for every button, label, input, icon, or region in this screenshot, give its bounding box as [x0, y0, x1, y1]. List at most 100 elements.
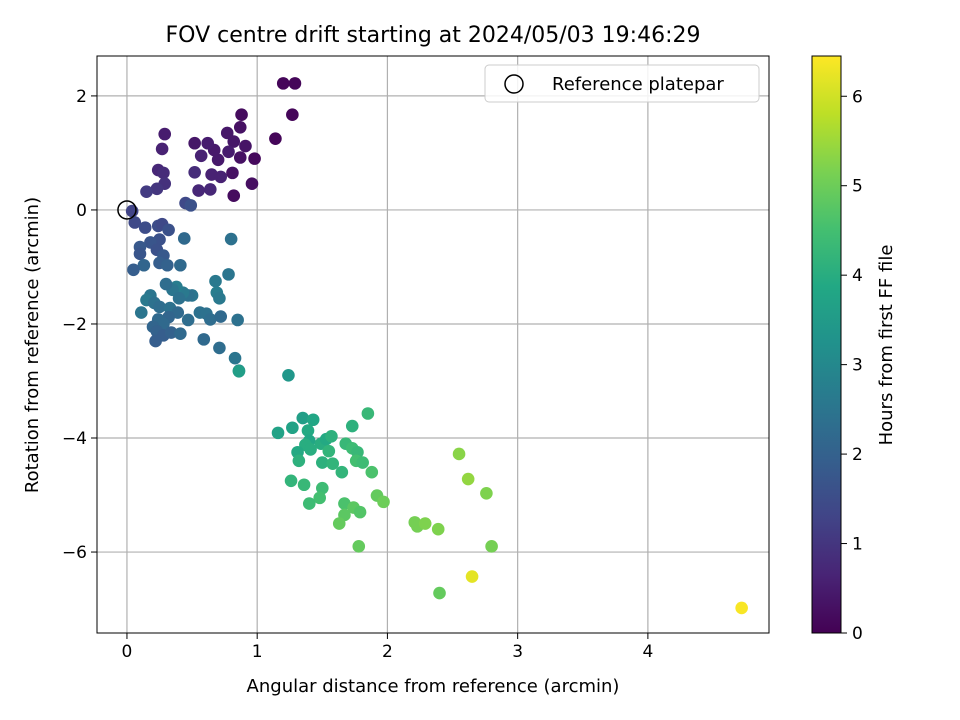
data-point — [232, 364, 246, 378]
data-point — [150, 182, 164, 196]
data-point — [245, 177, 259, 191]
y-tick-label: 2 — [76, 87, 87, 107]
data-point — [296, 411, 310, 425]
colorbar-ticks: 0 1 2 3 4 5 6 — [841, 87, 863, 644]
data-point — [214, 170, 228, 184]
data-point — [172, 292, 186, 305]
data-point — [204, 313, 217, 326]
colorbar-tick-label: 3 — [852, 356, 863, 376]
data-point — [194, 149, 208, 163]
data-point — [271, 426, 285, 440]
y-tick-label: −4 — [62, 429, 87, 449]
data-point — [335, 465, 349, 479]
data-point — [127, 263, 140, 277]
data-point — [352, 540, 366, 553]
data-point — [313, 491, 326, 505]
data-point — [431, 522, 445, 536]
data-point — [181, 313, 195, 327]
data-point — [365, 465, 379, 479]
data-point — [222, 268, 235, 281]
reference-platepar-marker — [117, 200, 137, 220]
y-axis-label: Rotation from reference (arcmin) — [22, 197, 43, 493]
data-point — [316, 456, 329, 469]
grid-lines — [97, 56, 769, 633]
data-point — [153, 300, 166, 314]
data-point — [353, 505, 367, 519]
x-axis-label: Angular distance from reference (arcmin) — [247, 676, 620, 697]
data-point — [184, 199, 198, 212]
x-tick-label: 1 — [252, 642, 263, 662]
data-point — [233, 151, 247, 164]
data-point — [269, 132, 282, 145]
data-point — [227, 189, 241, 202]
data-point — [192, 184, 205, 197]
data-point — [345, 419, 359, 433]
legend-marker — [504, 74, 524, 94]
data-point — [286, 108, 299, 122]
data-point — [301, 424, 315, 437]
x-tick-label: 4 — [642, 642, 653, 662]
data-point — [461, 472, 475, 486]
data-point — [140, 185, 153, 198]
data-point — [174, 327, 187, 340]
data-point — [157, 166, 170, 180]
legend-entry-reference: Reference platepar — [552, 74, 724, 95]
data-point — [209, 274, 222, 288]
data-point — [735, 601, 748, 615]
data-point — [149, 334, 162, 348]
y-axis-ticks: 2 0 −2 −4 −6 — [62, 87, 97, 563]
data-point — [226, 166, 239, 180]
data-point — [284, 474, 298, 488]
x-tick-label: 3 — [512, 642, 523, 662]
data-point — [188, 136, 201, 150]
data-point — [177, 232, 191, 245]
data-point — [248, 152, 261, 165]
data-point — [220, 126, 234, 140]
data-point — [282, 368, 295, 382]
data-point — [239, 139, 252, 153]
data-point — [377, 495, 390, 509]
data-point — [188, 166, 201, 179]
data-point — [137, 258, 151, 272]
data-point — [332, 517, 346, 530]
data-point — [322, 444, 336, 458]
data-point — [356, 456, 369, 469]
data-point — [316, 481, 329, 495]
colorbar-tick-label: 4 — [852, 266, 863, 286]
colorbar-tick-label: 5 — [852, 177, 863, 197]
colorbar-label: Hours from first FF file — [876, 245, 897, 446]
plot-frame — [96, 55, 770, 634]
data-point — [297, 478, 311, 492]
data-point — [231, 313, 244, 327]
y-tick-label: 0 — [76, 201, 87, 221]
data-point — [138, 221, 152, 234]
data-point — [452, 447, 466, 461]
data-point — [480, 487, 493, 500]
data-point — [485, 540, 498, 553]
data-point — [235, 108, 248, 122]
data-point — [326, 457, 340, 470]
chart-title: FOV centre drift starting at 2024/05/03 … — [166, 23, 701, 48]
data-point — [161, 258, 174, 272]
data-point — [211, 153, 225, 167]
data-point — [204, 183, 217, 196]
colorbar-tick-label: 1 — [852, 535, 863, 555]
data-point — [159, 277, 173, 291]
data-point — [227, 135, 241, 148]
x-tick-label: 0 — [122, 642, 133, 662]
y-tick-label: −6 — [62, 543, 87, 563]
data-point — [158, 127, 172, 141]
data-point — [214, 310, 228, 323]
data-point — [174, 258, 187, 272]
data-point — [304, 443, 317, 456]
x-axis-ticks: 0 1 2 3 4 — [122, 633, 653, 662]
legend: Reference platepar — [484, 64, 760, 103]
data-point — [128, 216, 142, 229]
colorbar-tick-label: 2 — [852, 445, 863, 465]
colorbar-tick-label: 6 — [852, 87, 863, 107]
data-point — [228, 351, 242, 365]
data-point — [133, 247, 147, 261]
data-point — [213, 341, 226, 355]
data-point — [418, 517, 432, 530]
